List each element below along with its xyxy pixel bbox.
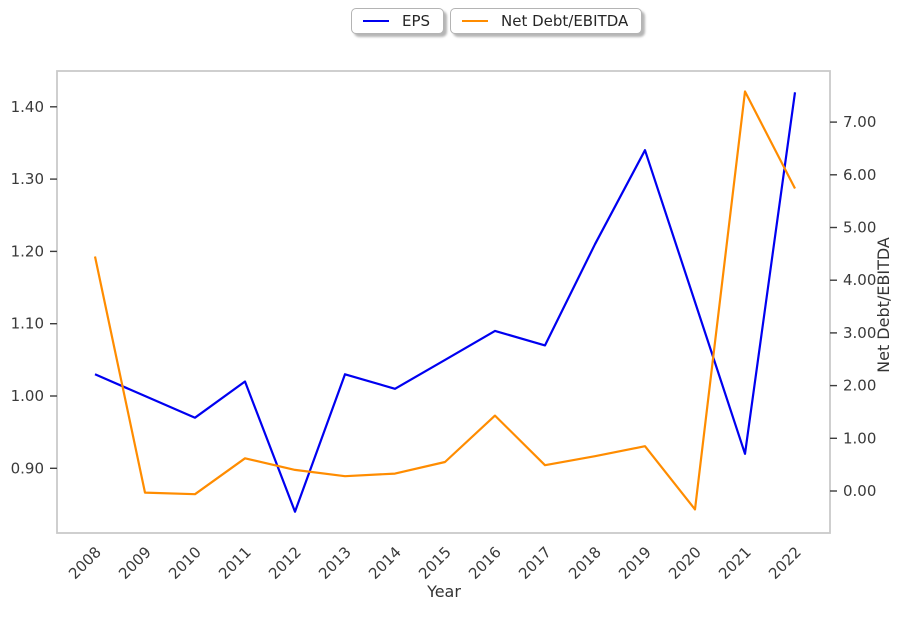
x-axis-title: Year: [426, 582, 461, 601]
left-y-tick-label: 1.10: [11, 315, 44, 333]
net-debt-ebitda-legend-label: Net Debt/EBITDA: [501, 12, 629, 30]
eps-legend-label: EPS: [402, 12, 431, 30]
right-y-tick-label: 1.00: [843, 429, 876, 447]
x-tick-label: 2015: [415, 543, 455, 583]
right-y-axis-title: Net Debt/EBITDA: [874, 237, 893, 373]
x-tick-label: 2022: [765, 543, 805, 583]
x-tick-label: 2008: [65, 543, 105, 583]
left-y-tick-label: 0.90: [11, 459, 44, 477]
x-tick-label: 2011: [215, 543, 255, 583]
legend-item-eps: EPS: [351, 8, 445, 34]
left-y-tick-label: 1.30: [11, 170, 44, 188]
right-y-tick-label: 2.00: [843, 377, 876, 395]
right-y-tick-label: 4.00: [843, 271, 876, 289]
x-tick-label: 2016: [465, 543, 505, 583]
net-debt-ebitda-line: [93, 90, 796, 511]
x-tick-label: 2021: [715, 543, 755, 583]
x-tick-label: 2018: [565, 543, 605, 583]
x-tick-label: 2009: [115, 543, 155, 583]
right-y-tick-label: 7.00: [843, 113, 876, 131]
net-debt-ebitda-legend-line-icon: [462, 20, 488, 22]
x-tick-label: 2019: [615, 543, 655, 583]
eps-legend-line-icon: [363, 20, 389, 22]
eps-line: [94, 92, 797, 513]
right-y-tick-label: 0.00: [843, 482, 876, 500]
right-y-tick-label: 3.00: [843, 324, 876, 342]
x-tick-label: 2017: [515, 543, 555, 583]
x-tick-label: 2014: [365, 543, 405, 583]
left-y-tick-label: 1.40: [11, 98, 44, 116]
right-y-tick-label: 6.00: [843, 166, 876, 184]
x-tick-label: 2012: [265, 543, 305, 583]
x-tick-label: 2020: [665, 543, 705, 583]
left-y-tick-label: 1.20: [11, 242, 44, 260]
x-tick-label: 2010: [165, 543, 205, 583]
legend-item-net-debt-ebitda: Net Debt/EBITDA: [450, 8, 643, 34]
left-y-tick-label: 1.00: [11, 387, 44, 405]
right-y-tick-label: 5.00: [843, 219, 876, 237]
x-tick-label: 2013: [315, 543, 355, 583]
plot-frame: [56, 70, 831, 534]
